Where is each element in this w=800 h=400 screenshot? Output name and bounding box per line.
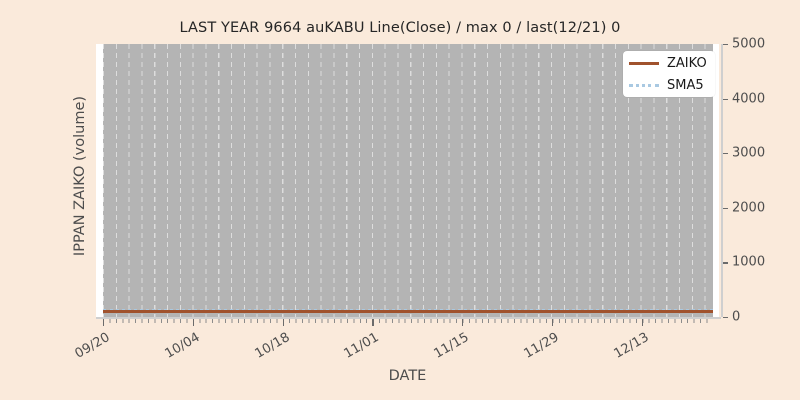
x-axis-tick-label: 10/04 <box>162 330 203 362</box>
x-axis-tick-label: 11/29 <box>521 330 562 362</box>
y-axis-tick-label: 3000 <box>732 145 766 161</box>
y-axis-title: IPPAN ZAIKO (volume) <box>72 95 88 257</box>
y-axis-tick-label: 1000 <box>732 254 766 270</box>
y-axis-tick-label: 4000 <box>732 91 766 107</box>
x-axis-tick-label: 11/01 <box>341 330 382 362</box>
y-axis-tick-mark <box>723 153 728 155</box>
x-axis-tick-mark <box>462 319 464 326</box>
y-axis-tick-label: 5000 <box>732 36 766 52</box>
y-axis-spine <box>721 44 723 317</box>
legend-line-swatch-sma5 <box>629 84 659 87</box>
legend-line-swatch-zaiko <box>629 62 659 65</box>
legend-item-zaiko[interactable]: ZAIKO <box>623 52 715 75</box>
x-axis-tick-mark <box>552 319 554 326</box>
x-axis-minor-ticks <box>103 319 713 323</box>
y-axis-tick-mark <box>723 262 728 264</box>
vertical-gridlines <box>103 44 713 317</box>
plot-area[interactable] <box>96 44 719 317</box>
x-axis-tick-label: 10/18 <box>252 330 293 362</box>
x-axis-tick-label: 12/13 <box>611 330 652 362</box>
y-axis-tick-mark <box>723 98 728 100</box>
x-axis-tick-label: 09/20 <box>72 330 113 362</box>
legend-label-zaiko: ZAIKO <box>667 56 707 71</box>
y-axis-tick-mark <box>723 317 728 319</box>
y-axis-tick-mark <box>723 44 728 46</box>
x-axis-tick-label: 11/15 <box>431 330 472 362</box>
x-axis-tick-mark <box>282 319 284 326</box>
x-axis-spine <box>96 317 721 319</box>
series-line-zaiko <box>103 310 713 313</box>
x-axis-tick-mark <box>372 319 374 326</box>
y-axis-tick-label: 0 <box>732 309 741 325</box>
x-axis-tick-mark <box>103 319 105 326</box>
legend-item-sma5[interactable]: SMA5 <box>623 74 715 97</box>
legend-label-sma5: SMA5 <box>667 78 704 93</box>
y-axis-tick-label: 2000 <box>732 200 766 216</box>
x-axis-tick-mark <box>641 319 643 326</box>
y-axis-tick-mark <box>723 207 728 209</box>
chart-legend[interactable]: ZAIKO SMA5 <box>623 51 715 97</box>
chart-title: LAST YEAR 9664 auKABU Line(Close) / max … <box>179 20 621 36</box>
x-axis-tick-mark <box>192 319 194 326</box>
x-axis-title: DATE <box>388 368 427 384</box>
